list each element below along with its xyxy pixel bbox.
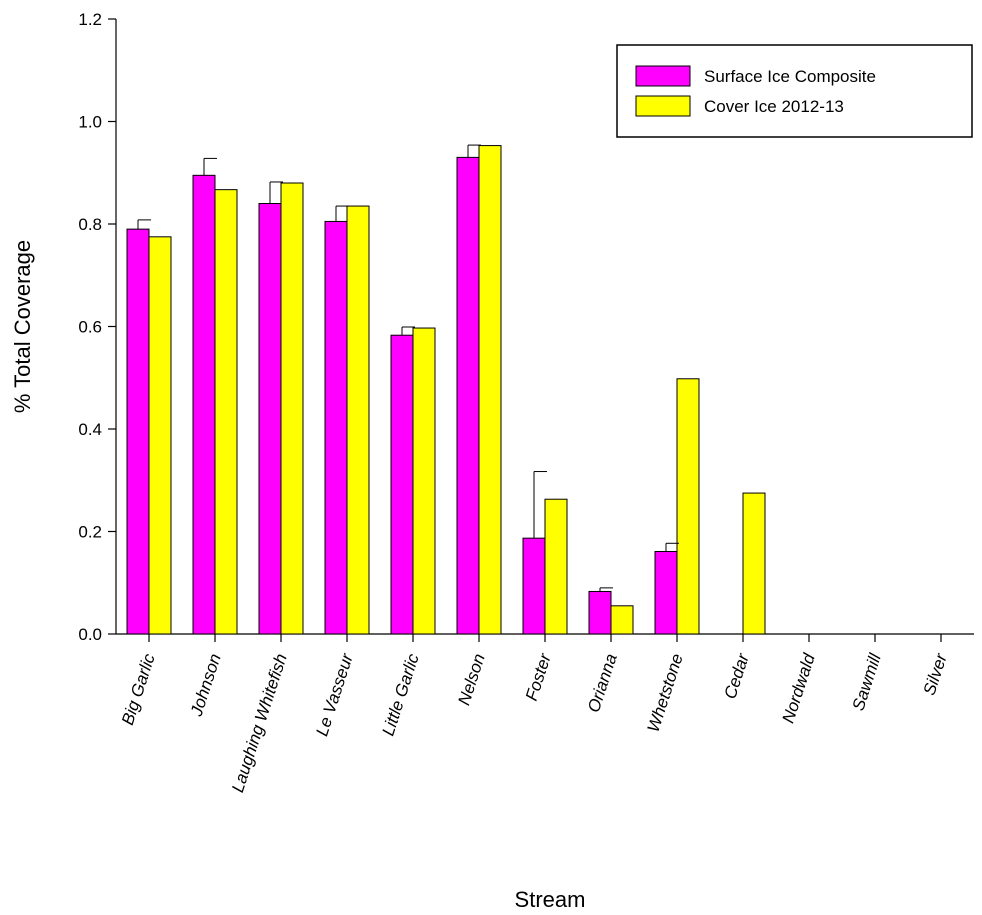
bar-cover-ice xyxy=(215,190,237,634)
x-tick-label: Nelson xyxy=(454,651,488,707)
bar-surface-ice xyxy=(325,221,347,634)
bar-cover-ice xyxy=(677,379,699,634)
legend: Surface Ice Composite Cover Ice 2012-13 xyxy=(617,45,972,137)
y-tick-label: 1.0 xyxy=(78,113,102,132)
bar-surface-ice xyxy=(193,175,215,634)
bar-surface-ice xyxy=(391,335,413,634)
y-tick-label: 0.2 xyxy=(78,523,102,542)
bar-surface-ice xyxy=(655,551,677,634)
bar-cover-ice xyxy=(347,206,369,634)
bar-cover-ice xyxy=(545,499,567,634)
bar-cover-ice xyxy=(611,606,633,634)
x-axis-ticks: Big Garlic Johnson Laughing Whitefish Le Va… xyxy=(118,634,951,795)
x-tick-label: Orianna xyxy=(584,651,621,714)
x-tick-label: Nordwald xyxy=(779,651,819,726)
bar-cover-ice xyxy=(281,183,303,634)
y-axis-ticks: 0.0 0.2 0.4 0.6 0.8 1.0 1.2 xyxy=(78,10,116,644)
x-tick-label: Little Garlic xyxy=(378,651,422,738)
legend-label-surface-ice: Surface Ice Composite xyxy=(704,67,876,86)
bar-surface-ice xyxy=(589,591,611,634)
y-tick-label: 0.8 xyxy=(78,215,102,234)
bar-cover-ice xyxy=(479,146,501,634)
y-tick-label: 0.6 xyxy=(78,318,102,337)
x-tick-label: Laughing Whitefish xyxy=(228,651,291,794)
x-tick-label: Le Vasseur xyxy=(312,650,357,738)
bar-series xyxy=(127,146,765,634)
x-tick-label: Foster xyxy=(522,650,555,703)
bar-cover-ice xyxy=(743,493,765,634)
legend-swatch-surface-ice xyxy=(636,66,690,86)
bar-cover-ice xyxy=(413,328,435,634)
y-tick-label: 1.2 xyxy=(78,10,102,29)
x-tick-label: Whetstone xyxy=(644,651,687,734)
x-tick-label: Cedar xyxy=(720,650,753,701)
bar-surface-ice xyxy=(523,538,545,634)
x-tick-label: Johnson xyxy=(187,651,225,719)
bar-surface-ice xyxy=(457,157,479,634)
bar-surface-ice xyxy=(259,204,281,635)
bar-surface-ice xyxy=(127,229,149,634)
legend-label-cover-ice: Cover Ice 2012-13 xyxy=(704,97,844,116)
x-tick-label: Sawmill xyxy=(849,650,886,713)
x-tick-label: Big Garlic xyxy=(118,651,159,727)
y-axis-title: % Total Coverage xyxy=(10,240,35,413)
legend-box xyxy=(617,45,972,137)
x-tick-label: Silver xyxy=(920,650,952,698)
y-tick-label: 0.0 xyxy=(78,625,102,644)
bar-cover-ice xyxy=(149,237,171,634)
x-axis-title: Stream xyxy=(515,887,586,912)
y-tick-label: 0.4 xyxy=(78,420,102,439)
legend-swatch-cover-ice xyxy=(636,96,690,116)
